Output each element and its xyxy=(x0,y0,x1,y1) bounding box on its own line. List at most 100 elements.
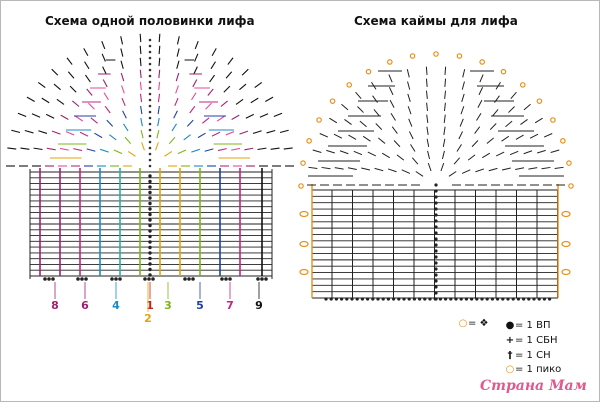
center-dot xyxy=(148,68,152,72)
center-dot xyxy=(148,86,152,90)
fan-stitch xyxy=(139,81,142,91)
column-number-3: 3 xyxy=(164,299,172,312)
pico-loop xyxy=(387,59,393,65)
fan-stitch xyxy=(347,167,357,170)
pico-loop xyxy=(519,82,526,88)
fan-stitch xyxy=(209,74,215,83)
fan-stitch xyxy=(231,114,240,120)
fan-stitch xyxy=(139,69,142,79)
fan-stitch xyxy=(329,117,338,124)
fan-stitch xyxy=(408,131,414,140)
fan-stitch xyxy=(69,85,77,93)
chain-dot xyxy=(428,297,432,301)
chain-dot xyxy=(148,207,152,211)
fan-stitch xyxy=(120,72,125,82)
chain-dot xyxy=(464,297,468,301)
center-dot xyxy=(148,110,152,114)
center-dot xyxy=(148,158,152,162)
fan-stitch xyxy=(283,147,293,150)
right-chart-title: Схема каймы для лифа xyxy=(354,14,518,28)
chain-dot xyxy=(434,237,438,241)
chain-dot xyxy=(434,267,438,271)
chain-dot xyxy=(527,297,531,301)
fan-stitch xyxy=(223,85,231,93)
fan-stitch xyxy=(410,144,416,152)
pico-loop xyxy=(306,138,312,144)
fan-stitch xyxy=(266,129,276,134)
fan-stitch xyxy=(448,171,457,177)
chain-dot xyxy=(360,297,364,301)
pico-loop xyxy=(365,68,372,75)
fan-stitch xyxy=(388,87,394,96)
fan-stitch xyxy=(173,110,178,119)
fan-stitch xyxy=(415,171,424,177)
pico-loop xyxy=(561,240,571,248)
center-dot xyxy=(148,92,152,96)
fan-stitch xyxy=(239,130,249,135)
chain-dot xyxy=(376,297,380,301)
chain-dot xyxy=(516,297,521,301)
fan-stitch xyxy=(197,132,206,139)
fan-stitch xyxy=(157,105,160,115)
chain-dot xyxy=(228,277,232,281)
chain-stitch-icon: ● xyxy=(505,320,515,331)
chain-dot xyxy=(148,174,152,178)
pico-loop xyxy=(316,117,322,123)
fan-stitch xyxy=(51,130,61,135)
chain-dot xyxy=(485,297,489,301)
chain-dot xyxy=(386,297,390,301)
fan-stitch xyxy=(390,113,396,121)
center-dot xyxy=(148,50,152,54)
chain-dot xyxy=(470,297,474,301)
fan-stitch xyxy=(73,148,83,152)
fan-stitch xyxy=(461,93,465,102)
fan-stitch xyxy=(176,36,180,45)
pico-loop xyxy=(299,210,309,218)
fan-stitch xyxy=(257,147,267,151)
fan-stitch xyxy=(175,72,180,82)
fan-stitch xyxy=(482,152,491,159)
fan-stitch xyxy=(492,109,499,117)
fan-stitch xyxy=(453,157,461,165)
fan-stitch xyxy=(113,149,123,155)
fan-stitch xyxy=(381,152,390,159)
chain-dot xyxy=(220,277,224,281)
fan-stitch xyxy=(103,92,109,101)
chain-dot xyxy=(148,245,152,250)
fan-stitch xyxy=(75,115,84,122)
fan-stitch xyxy=(121,97,126,106)
fan-stitch xyxy=(123,123,129,132)
chain-dot xyxy=(434,225,438,229)
chain-dot xyxy=(522,297,526,301)
fan-stitch xyxy=(388,74,393,83)
pico-loop xyxy=(561,268,571,276)
fan-stitch xyxy=(66,57,73,65)
fan-stitch xyxy=(509,150,519,156)
fan-stitch xyxy=(33,147,43,151)
fan-stitch xyxy=(476,113,482,121)
fan-stitch xyxy=(387,168,397,173)
fan-stitch xyxy=(155,142,159,151)
fan-stitch xyxy=(205,102,212,110)
fan-stitch xyxy=(501,135,510,142)
fan-stitch xyxy=(210,61,216,70)
fan-stitch xyxy=(220,100,228,107)
chain-dot xyxy=(110,277,114,281)
pico-loop xyxy=(456,53,463,59)
fan-stitch xyxy=(375,123,383,130)
fan-stitch xyxy=(372,95,378,103)
fan-stitch xyxy=(65,131,75,136)
fan-stitch xyxy=(183,134,191,141)
fan-stitch xyxy=(443,102,446,111)
pico-loop-icon: ○ xyxy=(505,364,515,375)
chain-dot xyxy=(496,297,500,301)
fan-stitch xyxy=(140,129,144,139)
chain-dot xyxy=(454,297,458,301)
fan-stitch xyxy=(204,148,214,152)
fan-stitch xyxy=(194,40,199,50)
column-number-7: 7 xyxy=(226,299,234,312)
fan-stitch xyxy=(494,95,500,103)
fan-stitch xyxy=(441,150,445,160)
chain-dot xyxy=(355,297,359,301)
center-dot xyxy=(148,74,152,78)
